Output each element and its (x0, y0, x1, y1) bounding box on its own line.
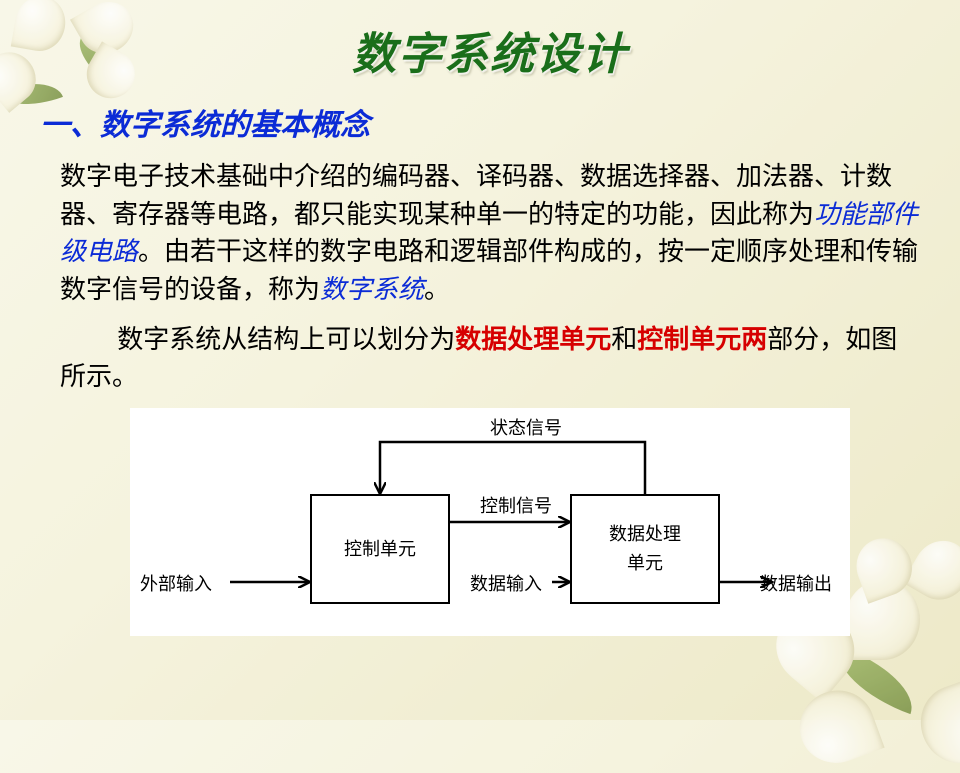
label-extin: 外部输入 (140, 570, 212, 596)
p2-red2: 控制单元两 (637, 325, 767, 354)
node-dp-line1: 数据处理 (609, 520, 681, 549)
node-control-unit: 控制单元 (310, 494, 450, 604)
diagram-container: 控制单元 数据处理 单元 状态信号 控制信号 外部输入 数据输入 数据输出 (130, 408, 850, 636)
p1-span2: 。由若干这样的数字电路和逻辑部件构成的，按一定顺序处理和传输数字信号的设备，称为 (60, 237, 918, 304)
p2-span2: 和 (611, 325, 637, 354)
node-control-unit-label: 控制单元 (344, 535, 416, 564)
node-data-processing-unit: 数据处理 单元 (570, 494, 720, 604)
label-dataout: 数据输出 (760, 570, 832, 596)
block-diagram: 控制单元 数据处理 单元 状态信号 控制信号 外部输入 数据输入 数据输出 (140, 414, 840, 624)
paragraph-1: 数字电子技术基础中介绍的编码器、译码器、数据选择器、加法器、计数器、寄存器等电路… (60, 158, 920, 309)
label-ctrlsig: 控制信号 (480, 492, 552, 518)
p1-span3: 。 (424, 275, 450, 304)
section-heading: 一、数字系统的基本概念 (40, 100, 920, 144)
page-title: 数字系统设计 (60, 18, 920, 82)
p1-span1: 数字电子技术基础中介绍的编码器、译码器、数据选择器、加法器、计数器、寄存器等电路… (60, 162, 892, 229)
edge-status (380, 442, 645, 494)
node-dp-line2: 单元 (627, 549, 663, 578)
p2-span1: 数字系统从结构上可以划分为 (117, 325, 455, 354)
p2-red1: 数据处理单元 (455, 325, 611, 354)
label-status: 状态信号 (490, 414, 562, 440)
paragraph-2: 数字系统从结构上可以划分为数据处理单元和控制单元两部分，如图所示。 (60, 321, 920, 396)
label-datain: 数据输入 (470, 570, 542, 596)
p1-blue2: 数字系统 (320, 275, 424, 304)
